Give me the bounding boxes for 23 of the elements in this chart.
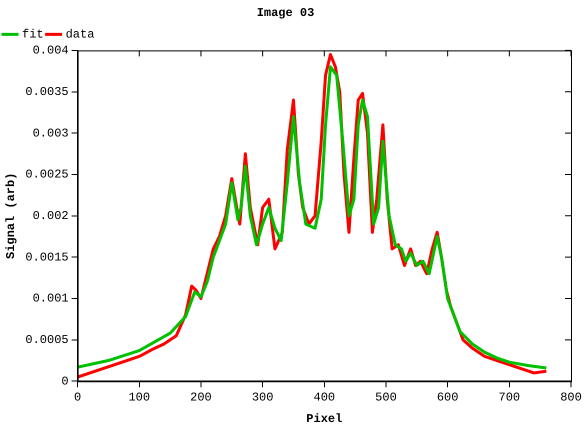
y-tick-label: 0.003 — [32, 126, 69, 140]
legend-label: fit — [22, 28, 44, 42]
x-tick-label: 400 — [314, 390, 336, 405]
y-tick-label: 0.0025 — [25, 168, 69, 182]
legend-label: data — [66, 28, 94, 42]
y-tick-label: 0.004 — [32, 44, 69, 58]
y-tick-label: 0.0005 — [25, 333, 69, 348]
x-tick-label: 0 — [74, 390, 82, 405]
y-tick-label: 0.0015 — [25, 250, 69, 264]
x-tick-label: 700 — [498, 390, 520, 405]
y-tick-label: 0.002 — [32, 208, 69, 223]
y-tick-label: 0 — [61, 374, 69, 388]
x-tick-label: 100 — [128, 390, 150, 405]
x-tick-label: 800 — [560, 390, 582, 405]
x-axis-title: Pixel — [306, 412, 342, 426]
x-tick-label: 500 — [375, 390, 397, 405]
x-tick-label: 600 — [436, 390, 458, 405]
x-tick-label: 200 — [190, 390, 212, 405]
chart-title: Image 03 — [256, 6, 314, 20]
y-tick-label: 0.0035 — [25, 84, 69, 99]
y-tick-label: 0.001 — [32, 292, 69, 306]
x-tick-label: 300 — [252, 390, 274, 405]
y-axis-title: Signal (arb) — [4, 172, 18, 260]
